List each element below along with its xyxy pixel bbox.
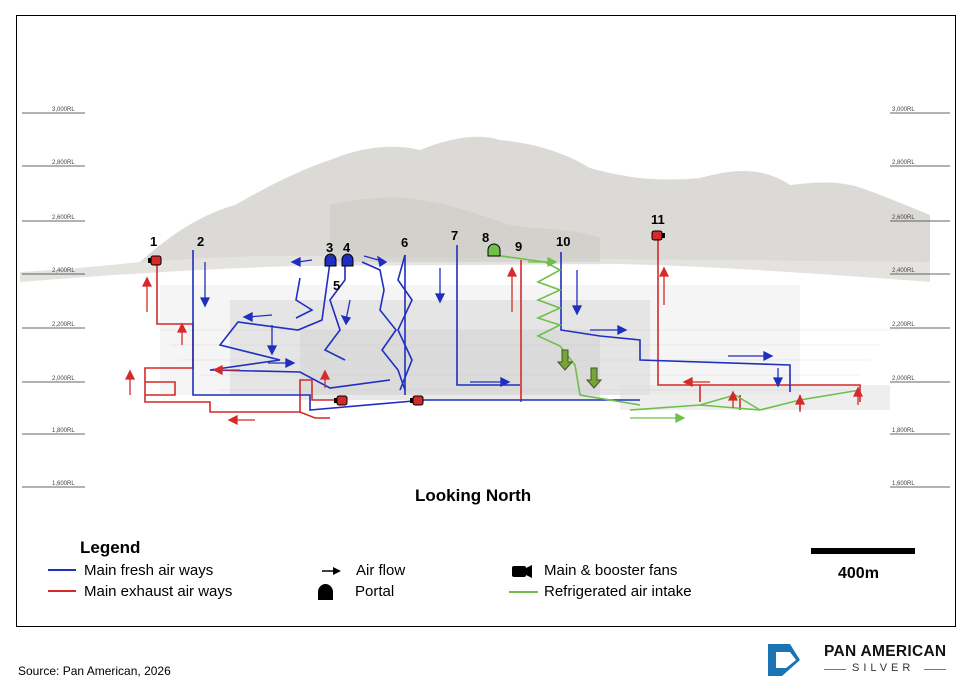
legend-fans-label: Main & booster fans [544,562,678,579]
rl-level-label: 2,000RL [52,376,75,382]
rl-level-label: 2,600RL [52,215,75,221]
rl-level-label: 2,600RL [892,215,915,221]
logo-mark-icon [768,644,800,676]
fan-3-icon [410,395,424,406]
portal-3-icon [324,253,337,267]
rl-level-label: 2,000RL [892,376,915,382]
scale-label: 400m [838,565,879,582]
fan-2-icon [334,395,348,406]
fresh-airways [192,245,791,411]
rl-level-label: 2,800RL [52,160,75,166]
rl-level-label: 2,400RL [892,268,915,274]
rl-level-label: 1,800RL [52,428,75,434]
working-label-3: 3 [326,240,333,255]
portal-4-icon [341,253,354,267]
rl-level-label: 3,000RL [52,107,75,113]
view-label: Looking North [415,486,532,505]
working-labels: 1 2 3 4 5 6 7 8 9 10 11 [150,212,665,293]
working-label-9: 9 [515,239,522,254]
refrigerated-flow-arrows [528,256,686,424]
scale-bar [811,548,915,554]
fresh-flow-arrows [199,255,784,388]
airflow-arrows [124,255,864,426]
logo-rule-left [824,669,846,670]
working-label-11: 11 [651,212,665,227]
logo-name: PAN AMERICAN [824,643,947,660]
legend-airflow-label: Air flow [356,562,406,579]
legend-exhaust-label: Main exhaust air ways [84,583,233,600]
portals [324,243,501,267]
legend-portal-icon [318,584,333,600]
source-note: Source: Pan American, 2026 [18,664,171,678]
working-label-6: 6 [401,235,408,250]
working-label-7: 7 [451,228,458,243]
rl-levels: 3,000RL 3,000RL 2,800RL 2,800RL 2,600RL 2,600… [22,107,950,488]
working-label-5: 5 [333,278,340,293]
rl-level-label: 1,600RL [892,481,915,487]
rl-level-label: 1,600RL [52,481,75,487]
legend-refrigerated-label: Refrigerated air intake [544,583,692,600]
rl-level-label: 2,800RL [892,160,915,166]
working-label-4: 4 [343,240,351,255]
rl-level-label: 2,200RL [52,322,75,328]
rl-level-label: 1,800RL [892,428,915,434]
rl-level-label: 3,000RL [892,107,915,113]
fans [148,230,665,406]
legend-portal-label: Portal [355,583,395,600]
logo-sub: SILVER [852,662,915,674]
legend-airflow-arrow-icon [322,567,341,575]
working-label-8: 8 [482,230,489,245]
rl-level-label: 2,400RL [52,268,75,274]
exhaust-flow-arrows [124,266,864,426]
legend-fan-icon [512,565,532,578]
rl-level-label: 2,200RL [892,322,915,328]
working-label-1: 1 [150,234,157,249]
legend-title: Legend [80,538,141,557]
figure-frame [16,15,956,627]
portal-8-icon [487,243,501,257]
mountain-silhouette [20,136,930,282]
refrigerated-large-arrows [556,349,603,389]
legend-symbols [48,548,915,600]
legend-fresh-label: Main fresh air ways [84,562,214,579]
working-label-10: 10 [556,234,570,249]
company-logo: PAN AMERICAN SILVER [766,641,961,681]
fan-4-icon [651,230,665,241]
fan-1-icon [148,255,162,266]
working-label-2: 2 [197,234,204,249]
logo-rule-right [924,669,946,670]
